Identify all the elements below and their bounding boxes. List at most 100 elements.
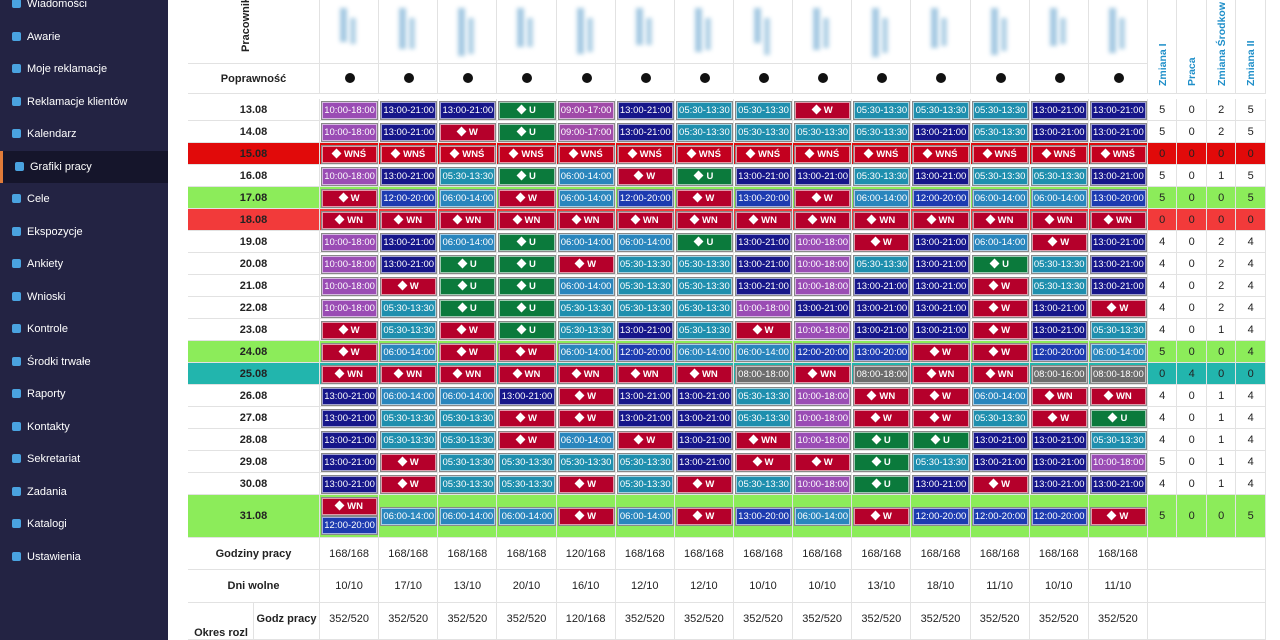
shift-badge[interactable]: 13:00-21:00 (381, 123, 437, 141)
shift-badge[interactable]: 13:00-21:00 (617, 321, 673, 339)
shift-badge[interactable]: W (499, 189, 555, 207)
shift-badge[interactable]: WN (913, 365, 969, 383)
shift-badge[interactable]: 10:00-18:00 (1090, 453, 1146, 471)
shift-badge[interactable]: 06:00-14:00 (440, 387, 496, 405)
shift-badge[interactable]: WNŚ (676, 145, 732, 163)
shift-badge[interactable]: 13:00-21:00 (854, 299, 910, 317)
shift-badge[interactable]: 05:30-13:30 (676, 277, 732, 295)
shift-badge[interactable]: 05:30-13:30 (617, 277, 673, 295)
shift-badge[interactable]: 05:30-13:30 (795, 123, 851, 141)
shift-badge[interactable]: 13:00-20:00 (735, 189, 792, 207)
shift-badge[interactable]: 10:00-18:00 (735, 299, 792, 317)
shift-badge[interactable]: 10:00-18:00 (795, 321, 851, 339)
shift-badge[interactable]: 05:30-13:30 (735, 387, 792, 405)
shift-badge[interactable]: U (499, 277, 555, 295)
shift-badge[interactable]: 06:00-14:00 (499, 508, 555, 525)
shift-badge[interactable]: 13:00-21:00 (735, 167, 792, 185)
shift-badge[interactable]: 05:30-13:30 (676, 123, 732, 141)
shift-badge[interactable]: 06:00-14:00 (558, 277, 614, 295)
shift-badge[interactable]: WN (913, 211, 969, 229)
shift-badge[interactable]: WN (440, 365, 496, 383)
shift-badge[interactable]: 06:00-14:00 (735, 343, 792, 361)
shift-badge[interactable]: 05:30-13:30 (1090, 431, 1146, 449)
shift-badge[interactable]: 13:00-20:00 (735, 508, 792, 525)
shift-badge[interactable]: 08:00-18:00 (735, 365, 792, 383)
shift-badge[interactable]: 13:00-21:00 (1090, 123, 1146, 141)
menu-item[interactable]: Kontakty (0, 411, 168, 443)
shift-badge[interactable]: 10:00-18:00 (322, 299, 378, 317)
shift-badge[interactable]: 05:30-13:30 (854, 101, 910, 119)
shift-badge[interactable]: 13:00-21:00 (1090, 233, 1146, 251)
shift-badge[interactable]: 05:30-13:30 (440, 409, 496, 427)
shift-badge[interactable]: 10:00-18:00 (322, 255, 378, 273)
shift-badge[interactable]: W (558, 508, 614, 525)
shift-badge[interactable]: WN (1090, 387, 1146, 405)
shift-badge[interactable]: 10:00-18:00 (795, 255, 851, 273)
shift-badge[interactable]: 05:30-13:30 (1090, 321, 1146, 339)
shift-badge[interactable]: 05:30-13:30 (440, 431, 496, 449)
shift-badge[interactable]: WN (972, 365, 1028, 383)
shift-badge[interactable]: W (440, 343, 496, 361)
shift-badge[interactable]: 13:00-21:00 (913, 255, 969, 273)
shift-badge[interactable]: WNŚ (795, 145, 851, 163)
shift-badge[interactable]: 09:00-17:00 (558, 123, 614, 141)
shift-badge[interactable]: 08:00-18:00 (854, 365, 910, 383)
shift-badge[interactable]: 06:00-14:00 (558, 431, 614, 449)
shift-badge[interactable]: 13:00-21:00 (322, 387, 378, 405)
shift-badge[interactable]: W (913, 409, 969, 427)
shift-badge[interactable]: W (854, 508, 910, 525)
shift-badge[interactable]: WN (676, 211, 732, 229)
shift-badge[interactable]: 06:00-14:00 (381, 387, 437, 405)
shift-badge[interactable]: 13:00-21:00 (617, 101, 673, 119)
menu-item[interactable]: Moje reklamacje (0, 53, 168, 85)
shift-badge[interactable]: U (499, 167, 555, 185)
shift-badge[interactable]: 06:00-14:00 (972, 233, 1028, 251)
menu-item[interactable]: Zadania (0, 476, 168, 508)
shift-badge[interactable]: 05:30-13:30 (381, 409, 437, 427)
shift-badge[interactable]: U (499, 321, 555, 339)
shift-badge[interactable]: 05:30-13:30 (558, 321, 614, 339)
shift-badge[interactable]: W (735, 453, 792, 471)
shift-badge[interactable]: W (499, 343, 555, 361)
shift-badge[interactable]: W (972, 343, 1028, 361)
shift-badge[interactable]: W (795, 101, 851, 119)
menu-item[interactable]: Awarie (0, 21, 168, 53)
shift-badge[interactable]: W (676, 475, 732, 493)
shift-badge[interactable]: 10:00-18:00 (322, 123, 378, 141)
shift-badge[interactable]: 06:00-14:00 (558, 343, 614, 361)
shift-badge[interactable]: U (440, 255, 496, 273)
shift-badge[interactable]: 13:00-21:00 (913, 233, 969, 251)
shift-badge[interactable]: WN (499, 365, 555, 383)
shift-badge[interactable]: 13:00-21:00 (499, 387, 555, 405)
shift-badge[interactable]: 13:00-21:00 (322, 431, 378, 449)
shift-badge[interactable]: 05:30-13:30 (499, 475, 555, 493)
shift-badge[interactable]: 13:00-21:00 (1031, 123, 1087, 141)
shift-badge[interactable]: 13:00-21:00 (676, 453, 732, 471)
shift-badge[interactable]: 05:30-13:30 (676, 255, 732, 273)
shift-badge[interactable]: 13:00-21:00 (972, 453, 1028, 471)
shift-badge[interactable]: WNŚ (499, 145, 555, 163)
menu-item[interactable]: Wiadomości (0, 0, 168, 20)
shift-badge[interactable]: W (558, 255, 614, 273)
shift-badge[interactable]: 05:30-13:30 (499, 453, 555, 471)
shift-badge[interactable]: W (795, 189, 851, 207)
shift-badge[interactable]: WN (972, 211, 1028, 229)
shift-badge[interactable]: WN (854, 387, 910, 405)
shift-badge[interactable]: 05:30-13:30 (440, 453, 496, 471)
shift-badge[interactable]: 13:00-20:00 (1090, 189, 1146, 207)
shift-badge[interactable]: WN (381, 365, 437, 383)
shift-badge[interactable]: 13:00-21:00 (913, 299, 969, 317)
shift-badge[interactable]: W (322, 343, 378, 361)
shift-badge[interactable]: WNŚ (1031, 145, 1087, 163)
shift-badge[interactable]: 13:00-21:00 (1090, 277, 1146, 295)
shift-badge[interactable]: 13:00-21:00 (1031, 475, 1087, 493)
shift-badge[interactable]: 05:30-13:30 (558, 453, 614, 471)
shift-badge[interactable]: U (499, 101, 555, 119)
shift-badge[interactable]: WN (322, 211, 378, 229)
shift-badge[interactable]: 05:30-13:30 (676, 101, 732, 119)
shift-badge[interactable]: W (499, 431, 555, 449)
shift-badge[interactable]: 05:30-13:30 (854, 255, 910, 273)
shift-badge[interactable]: WN (795, 211, 851, 229)
shift-badge[interactable]: W (972, 475, 1028, 493)
shift-badge[interactable]: W (913, 387, 969, 405)
